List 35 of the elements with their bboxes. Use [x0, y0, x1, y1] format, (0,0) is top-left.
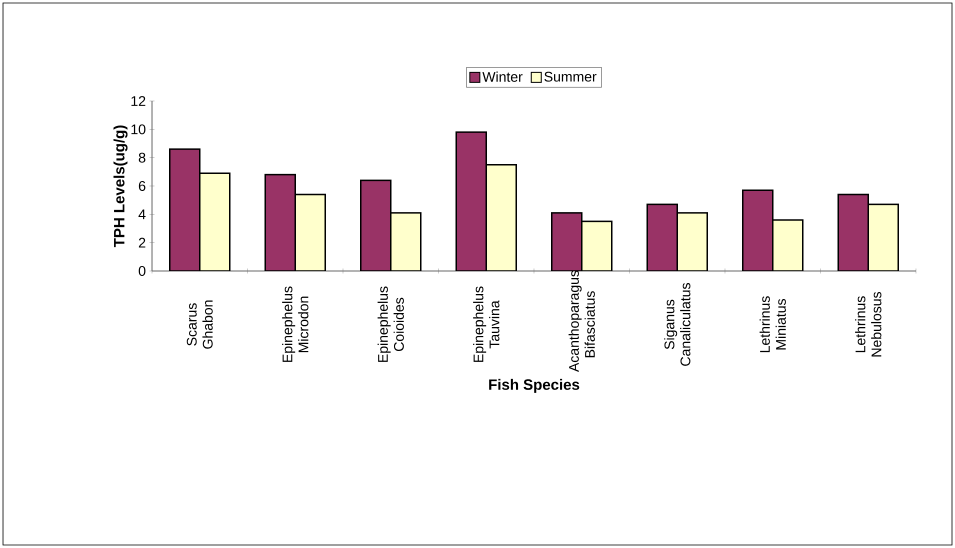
x-tick-label: Epinephelus Microdon [282, 286, 308, 362]
bar [456, 131, 487, 271]
x-axis-title: Fish Species [489, 378, 580, 393]
bar [551, 212, 582, 271]
y-tick-label: 4 [138, 210, 146, 220]
legend-label: Winter [482, 72, 523, 82]
x-tick-label: Scarus Ghabon [186, 300, 213, 349]
bar [837, 194, 869, 271]
legend-label: Summer [544, 72, 596, 82]
y-tick-label: 0 [138, 266, 146, 276]
bar [294, 194, 326, 271]
y-axis-title: TPH Levels(ug/g) [113, 125, 128, 248]
y-tick-label: 6 [138, 181, 146, 191]
x-tick-label: Lethrinus Miniatus [760, 296, 786, 352]
bar [580, 220, 612, 271]
y-tick-label: 2 [138, 238, 146, 248]
x-tick-label: Epinephelus Tauvina [473, 286, 500, 362]
y-tick-label: 10 [131, 124, 146, 134]
x-tick-label: Acanthoparagus Bifasciatus [568, 270, 595, 372]
bar [360, 180, 392, 271]
bar [486, 164, 517, 271]
x-tick-label: Siganus Canaliculatus [664, 283, 690, 366]
x-tick-label: Lethrinus Nebulosus [855, 292, 882, 356]
bar [646, 204, 678, 271]
bar [264, 174, 296, 271]
y-tick-label: 8 [138, 152, 146, 163]
bar [390, 212, 422, 271]
bar [169, 148, 201, 271]
bar [742, 189, 774, 271]
bar [867, 204, 899, 271]
bar [199, 172, 231, 271]
bar [676, 212, 708, 271]
bar [772, 219, 804, 271]
y-tick-label: 12 [131, 96, 146, 106]
x-tick-label: Epinephelus Coioides [378, 286, 404, 362]
